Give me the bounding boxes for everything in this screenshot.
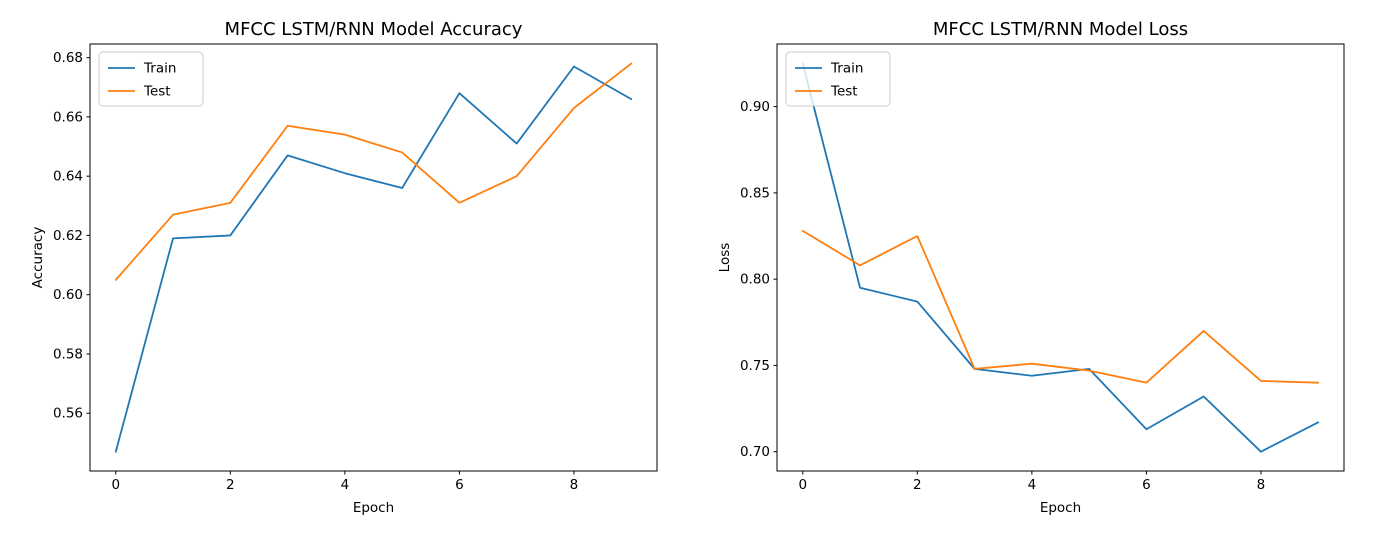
test-line — [801, 229, 1320, 384]
y-tick-label: 0.60 — [53, 287, 83, 303]
y-tick-label: 0.66 — [53, 109, 83, 125]
loss-plot-svg: 0 2 4 6 8 0.70 0.75 0.80 0.85 0.90 MFCC LSTM/RNN M… — [717, 19, 1345, 516]
chart-title: MFCC LSTM/RNN Model Loss — [933, 19, 1188, 40]
chart-title: MFCC LSTM/RNN Model Accuracy — [225, 19, 523, 40]
y-tick-label: 0.85 — [740, 185, 770, 201]
y-tick-label: 0.75 — [740, 358, 770, 374]
legend-box — [785, 51, 891, 107]
y-axis-label: Loss — [717, 243, 733, 273]
x-tick-label: 2 — [226, 477, 235, 493]
accuracy-plot-svg: 0 2 4 6 8 0.56 0.58 0.60 0.62 0.64 0.66 0.68 MFCC LS… — [30, 19, 658, 516]
y-tick-label: 0.80 — [740, 272, 770, 288]
y-tick-label: 0.62 — [53, 228, 83, 244]
x-tick-label: 4 — [1028, 477, 1037, 493]
legend: Train Test — [785, 51, 891, 107]
legend: Train Test — [98, 51, 204, 107]
x-tick-label: 8 — [570, 477, 579, 493]
y-axis-label: Accuracy — [30, 227, 46, 289]
x-axis-label: Epoch — [1040, 500, 1081, 516]
legend-label: Train — [830, 61, 863, 77]
x-tick-label: 4 — [341, 477, 350, 493]
x-tick-label: 6 — [455, 477, 464, 493]
x-tick-label: 8 — [1257, 477, 1266, 493]
loss-chart: 0 2 4 6 8 0.70 0.75 0.80 0.85 0.90 MFCC LSTM/RNN M… — [687, 0, 1374, 546]
legend-label: Test — [830, 84, 858, 100]
legend-box — [98, 51, 204, 107]
y-tick-label: 0.68 — [53, 50, 83, 66]
accuracy-chart: 0 2 4 6 8 0.56 0.58 0.60 0.62 0.64 0.66 0.68 MFCC LS… — [0, 0, 687, 546]
plot-border — [89, 43, 658, 472]
legend-label: Test — [143, 84, 171, 100]
x-tick-label: 2 — [913, 477, 922, 493]
test-line — [114, 62, 633, 281]
x-tick-label: 0 — [111, 477, 120, 493]
y-tick-label: 0.70 — [740, 444, 770, 460]
x-axis-label: Epoch — [353, 500, 394, 516]
legend-label: Train — [143, 61, 176, 77]
y-tick-label: 0.56 — [53, 406, 83, 422]
plot-border — [776, 43, 1345, 472]
y-tick-label: 0.64 — [53, 169, 83, 185]
x-tick-label: 6 — [1142, 477, 1151, 493]
y-tick-label: 0.58 — [53, 346, 83, 362]
x-tick-label: 0 — [798, 477, 807, 493]
train-line — [114, 65, 633, 453]
y-tick-label: 0.90 — [740, 99, 770, 115]
train-line — [801, 62, 1320, 453]
